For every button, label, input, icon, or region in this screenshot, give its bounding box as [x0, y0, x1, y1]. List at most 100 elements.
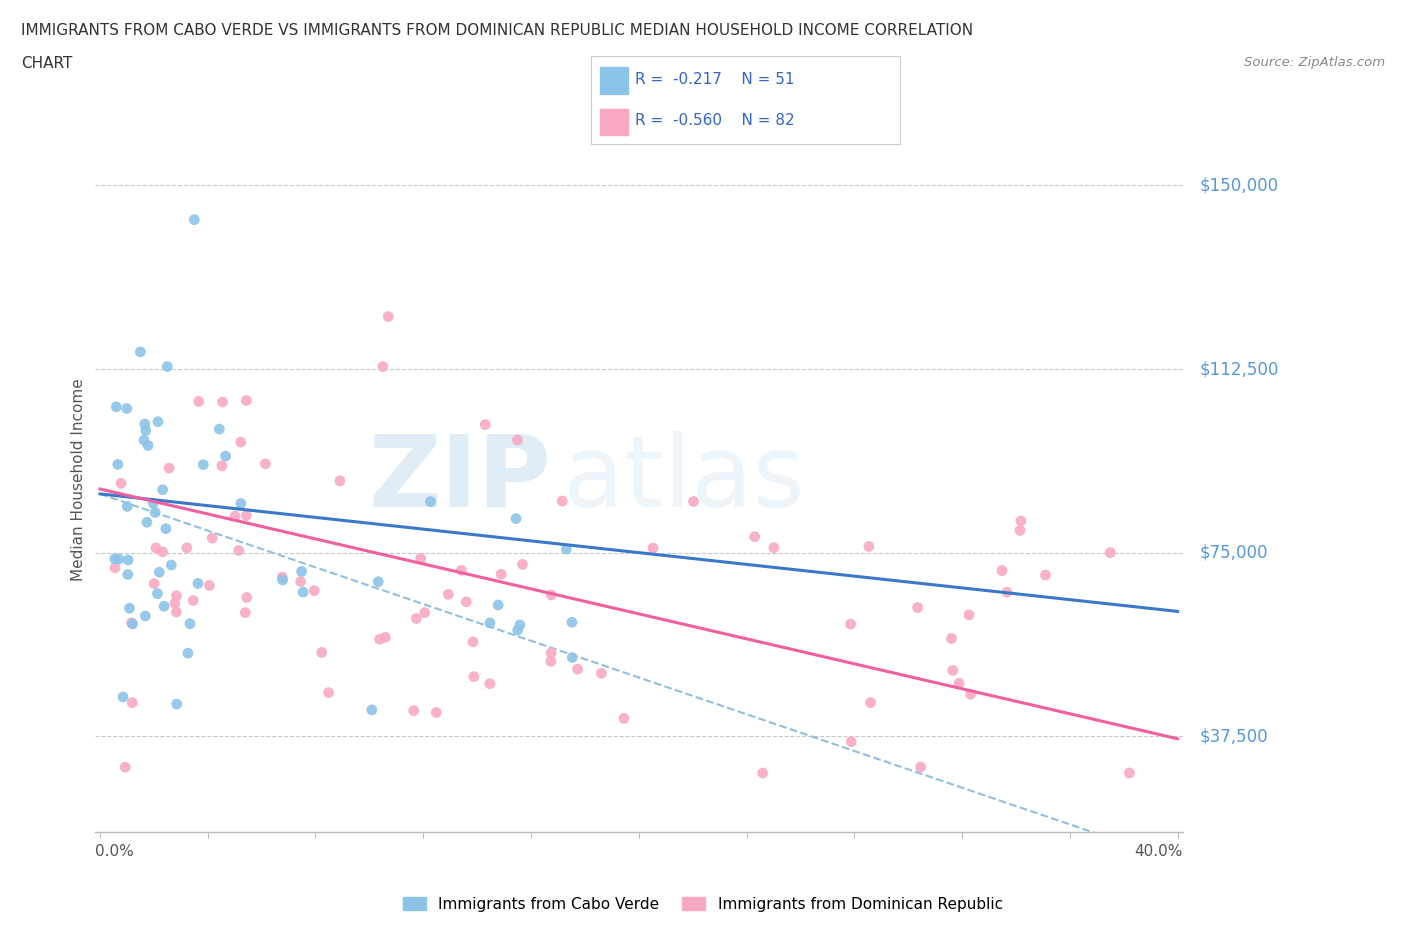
Point [311, 645, 333, 660]
Point [450, 563, 472, 578]
Point [367, 574, 389, 589]
Point [762, 540, 785, 555]
Point [540, 645, 562, 660]
Point [910, 760, 932, 775]
Point [143, 577, 166, 591]
Point [304, 583, 326, 598]
Point [135, 515, 157, 530]
Point [290, 574, 312, 589]
Point [112, 689, 135, 704]
Point [540, 588, 562, 603]
Text: atlas: atlas [562, 431, 804, 527]
Point [176, 540, 198, 555]
Point [187, 394, 209, 409]
Text: 40.0%: 40.0% [1135, 844, 1182, 859]
Point [1008, 523, 1031, 538]
Point [682, 494, 704, 509]
Point [115, 401, 138, 416]
Point [506, 432, 529, 447]
Point [143, 505, 166, 520]
Point [551, 494, 574, 509]
Point [146, 586, 169, 601]
Point [461, 634, 484, 649]
Point [142, 496, 165, 511]
Point [318, 685, 340, 700]
Point [110, 476, 132, 491]
Point [291, 564, 314, 578]
Point [1099, 545, 1122, 560]
Point [489, 566, 512, 581]
Point [360, 702, 382, 717]
Point [995, 585, 1018, 600]
Point [506, 623, 529, 638]
Point [329, 473, 352, 488]
Point [941, 631, 963, 646]
Point [235, 393, 257, 408]
Point [117, 552, 139, 567]
Point [561, 650, 583, 665]
Point [198, 578, 221, 593]
Point [839, 617, 862, 631]
Point [751, 765, 773, 780]
Point [153, 599, 176, 614]
Point [437, 587, 460, 602]
Text: Source: ZipAtlas.com: Source: ZipAtlas.com [1244, 56, 1385, 69]
Y-axis label: Median Household Income: Median Household Income [72, 378, 86, 580]
Point [478, 676, 501, 691]
Text: IMMIGRANTS FROM CABO VERDE VS IMMIGRANTS FROM DOMINICAN REPUBLIC MEDIAN HOUSEHOL: IMMIGRANTS FROM CABO VERDE VS IMMIGRANTS… [21, 23, 973, 38]
Point [271, 573, 294, 588]
Point [229, 496, 252, 511]
Point [368, 631, 391, 646]
Point [134, 417, 156, 432]
Point [132, 432, 155, 447]
Text: R =  -0.560    N = 82: R = -0.560 N = 82 [636, 113, 794, 127]
Point [402, 703, 425, 718]
Point [134, 608, 156, 623]
Point [859, 695, 882, 710]
Point [135, 423, 157, 438]
Point [959, 687, 981, 702]
Point [591, 666, 613, 681]
Point [858, 539, 880, 554]
Point [229, 434, 252, 449]
Legend: Immigrants from Cabo Verde, Immigrants from Dominican Republic: Immigrants from Cabo Verde, Immigrants f… [396, 890, 1010, 918]
Point [118, 601, 141, 616]
Point [540, 654, 562, 669]
Point [193, 458, 215, 472]
Text: 0.0%: 0.0% [94, 844, 134, 859]
Bar [600, 67, 627, 94]
Point [991, 564, 1014, 578]
Point [233, 605, 256, 620]
Point [371, 359, 394, 374]
Point [942, 663, 965, 678]
Point [374, 630, 396, 644]
Point [121, 696, 143, 711]
Point [1118, 765, 1140, 780]
Point [179, 617, 201, 631]
Point [181, 593, 204, 608]
Point [907, 600, 929, 615]
Point [165, 589, 187, 604]
Point [183, 212, 205, 227]
Point [166, 697, 188, 711]
Point [377, 309, 399, 324]
Point [555, 541, 578, 556]
Point [561, 615, 583, 630]
Text: $150,000: $150,000 [1199, 177, 1278, 194]
Bar [600, 109, 627, 136]
Point [208, 421, 231, 436]
Point [509, 618, 531, 632]
Point [1010, 513, 1032, 528]
Point [1035, 567, 1057, 582]
Point [117, 567, 139, 582]
Point [160, 558, 183, 573]
Point [156, 359, 179, 374]
Point [104, 561, 127, 576]
Point [512, 557, 534, 572]
Point [254, 457, 277, 472]
Point [163, 596, 186, 611]
Point [187, 576, 209, 591]
Point [235, 508, 257, 523]
Point [152, 544, 174, 559]
Point [505, 512, 527, 526]
